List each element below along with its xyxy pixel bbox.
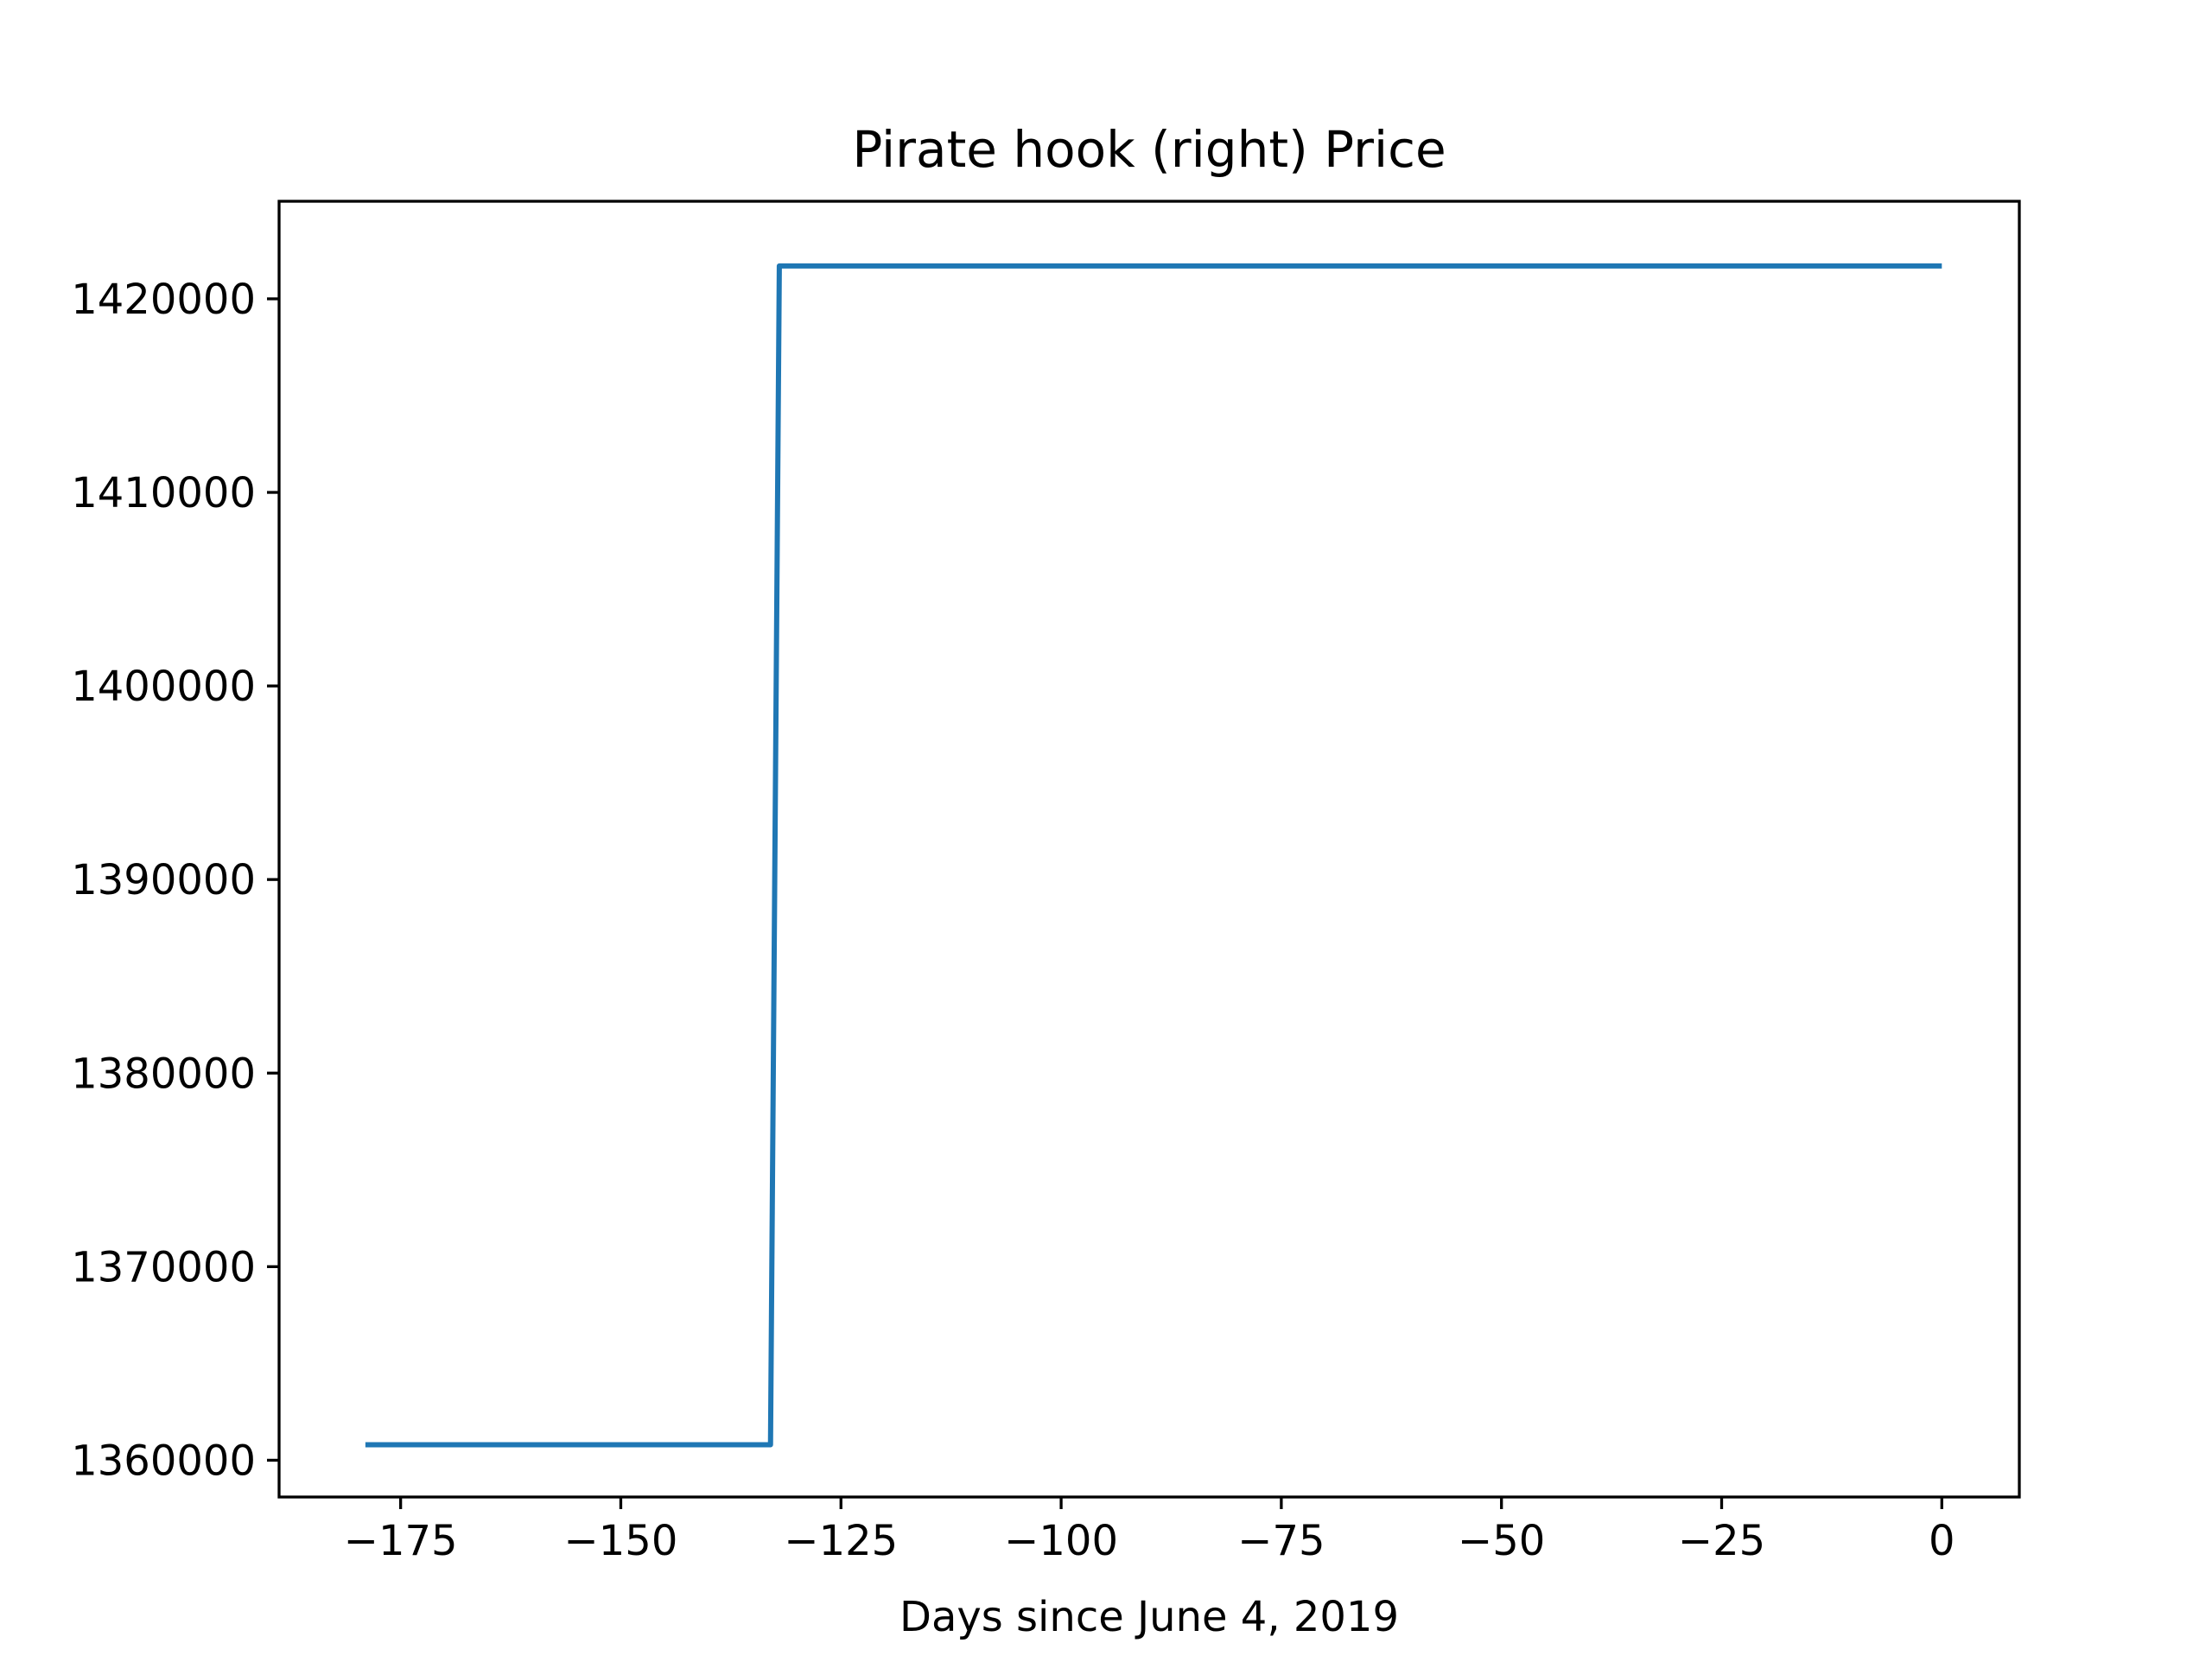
x-tick-label: −25 xyxy=(1678,1517,1765,1565)
y-tick-label: 1360000 xyxy=(71,1437,256,1485)
y-tick-label: 1420000 xyxy=(71,276,256,324)
plot-frame xyxy=(277,200,2021,1499)
y-tick-label: 1370000 xyxy=(71,1243,256,1291)
x-tick-label: −175 xyxy=(344,1517,458,1565)
x-axis-label: Days since June 4, 2019 xyxy=(899,1593,1399,1641)
x-tick-label: −100 xyxy=(1004,1517,1118,1565)
y-tick-label: 1410000 xyxy=(71,469,256,517)
x-tick-label: −150 xyxy=(564,1517,678,1565)
y-tick-label: 1390000 xyxy=(71,856,256,904)
x-tick-label: −50 xyxy=(1458,1517,1545,1565)
y-tick-label: 1380000 xyxy=(71,1050,256,1098)
series-line-0 xyxy=(365,263,1942,1448)
series-layer xyxy=(365,263,1942,1448)
x-axis: −175 −150 −125 −100 −75 −50 −25 0 xyxy=(344,1497,1955,1565)
y-axis: 1360000 1370000 1380000 1390000 1400000 14100… xyxy=(71,276,279,1485)
x-tick-label: −125 xyxy=(784,1517,898,1565)
x-tick-label: −75 xyxy=(1237,1517,1325,1565)
x-tick-label: 0 xyxy=(1929,1517,1955,1565)
y-tick-label: 1400000 xyxy=(71,663,256,711)
chart-title: Pirate hook (right) Price xyxy=(852,120,1446,179)
